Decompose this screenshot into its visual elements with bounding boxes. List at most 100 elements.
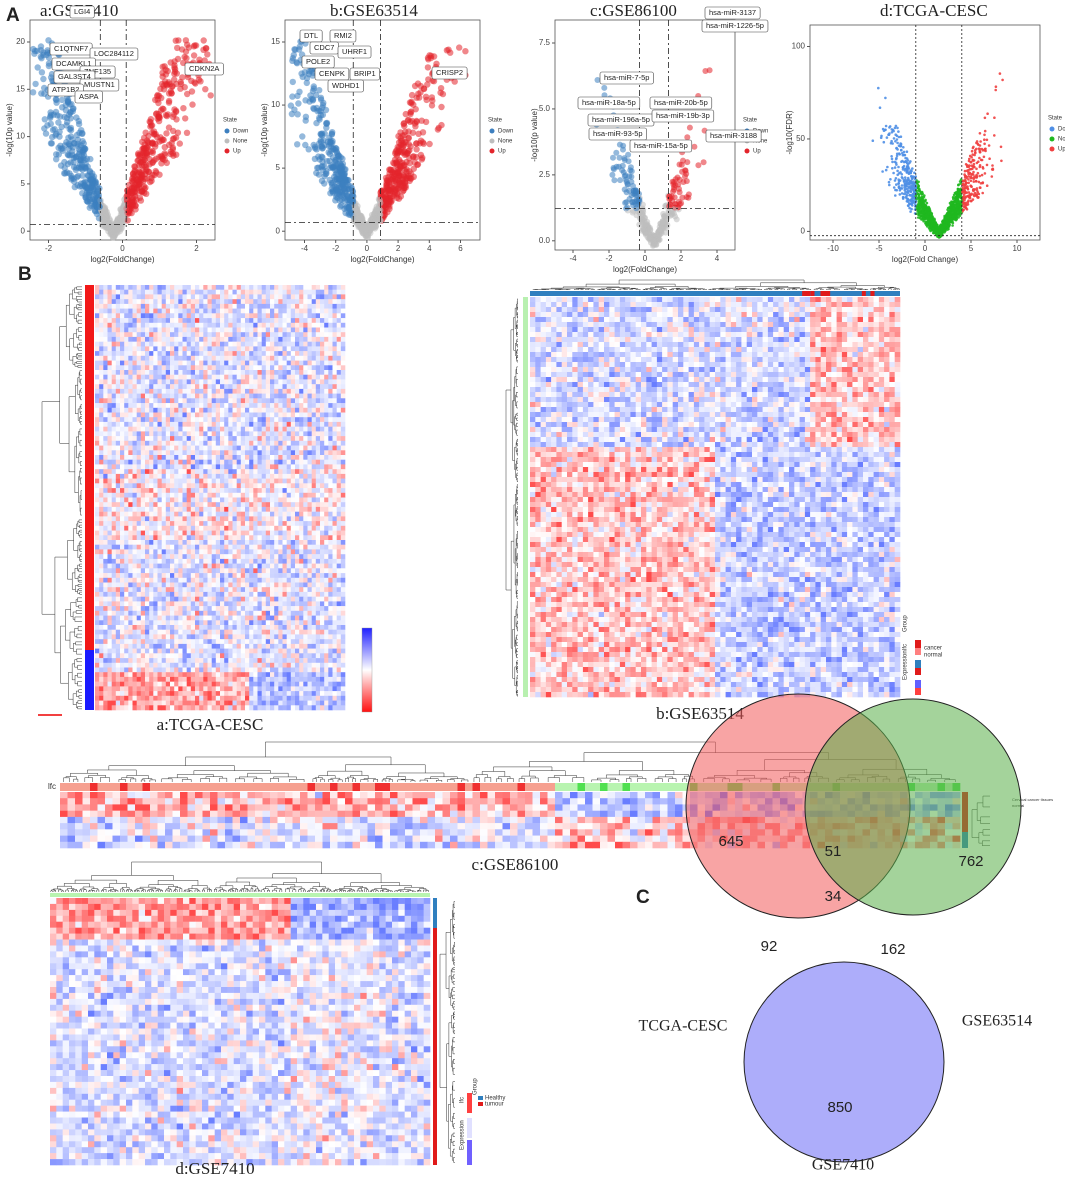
volcano-point — [176, 140, 183, 147]
volcano-point — [896, 173, 899, 177]
heatmap-cell — [245, 327, 250, 333]
heatmap-cell — [153, 374, 158, 380]
heatmap-cell — [149, 285, 154, 290]
heatmap-cell — [107, 285, 112, 290]
heatmap-cell — [290, 370, 296, 375]
heatmap-cell — [236, 308, 242, 314]
volcano-point — [641, 215, 648, 222]
volcano-point — [61, 158, 68, 166]
heatmap-cell — [153, 360, 158, 366]
volcano-point — [64, 96, 72, 104]
volcano-point — [896, 141, 899, 145]
heatmap-cell — [136, 365, 142, 371]
heatmap-cell — [290, 285, 296, 290]
volcano-point — [202, 86, 209, 93]
x-tick-label: -2 — [332, 244, 340, 253]
heatmap-cell — [99, 322, 104, 328]
volcano-point — [888, 183, 891, 187]
volcano-point — [909, 175, 913, 178]
heatmap-cell — [195, 351, 200, 357]
heatmap-cell — [274, 322, 279, 328]
volcano-point — [894, 124, 898, 128]
heatmap-cell — [307, 370, 312, 375]
volcano-point — [906, 164, 909, 168]
volcano-point — [899, 135, 903, 138]
volcano-point — [991, 167, 995, 171]
volcano-point — [891, 160, 894, 164]
gene-label: hsa-miR-93-5p — [593, 129, 643, 138]
heatmap-cell — [95, 374, 100, 380]
heatmap-cell — [161, 303, 167, 309]
heatmap-cell — [153, 346, 158, 352]
heatmap-cell — [295, 308, 300, 314]
volcano-point — [898, 193, 902, 196]
heatmap-cell — [215, 336, 221, 342]
x-tick-label: 10 — [1013, 244, 1022, 253]
heatmap-cell — [228, 285, 233, 290]
volcano-point — [963, 169, 967, 173]
heatmap-cell — [120, 322, 125, 328]
heatmap-cell — [132, 360, 137, 366]
heatmap-cell — [320, 294, 325, 300]
heatmap-cell — [215, 289, 221, 295]
heatmap-cell — [99, 341, 104, 347]
heatmap-cell — [328, 303, 333, 309]
heatmap-cell — [299, 299, 304, 305]
volcano-point — [929, 224, 933, 228]
heatmap-cell — [324, 322, 329, 328]
heatmap-cell — [132, 370, 137, 375]
heatmap-cell — [236, 341, 242, 347]
heatmap-cell — [249, 322, 254, 328]
heatmap-cell — [303, 294, 308, 300]
heatmap-cell — [103, 313, 108, 319]
volcano-point — [397, 193, 405, 200]
volcano-point — [37, 43, 45, 50]
heatmap-cell — [215, 332, 221, 338]
heatmap-cell — [157, 346, 162, 352]
heatmap-cell — [149, 299, 154, 305]
heatmap-cell — [324, 299, 329, 305]
heatmap-cell — [149, 294, 154, 300]
heatmap-cell — [170, 355, 175, 361]
heatmap-cell — [311, 360, 317, 366]
heatmap-cell — [207, 365, 212, 371]
heatmap-cell — [128, 285, 133, 290]
heatmap-cell — [99, 308, 104, 314]
volcano-point — [956, 196, 960, 200]
heatmap-cell — [265, 365, 271, 371]
heatmap-cell — [253, 294, 258, 300]
heatmap-cell — [328, 308, 333, 314]
volcano-point — [890, 131, 894, 134]
volcano-point — [901, 159, 904, 163]
heatmap-cell — [278, 346, 283, 352]
heatmap-cell — [174, 346, 179, 352]
heatmap-cell — [111, 322, 117, 328]
heatmap-cell — [132, 289, 137, 295]
heatmap-cell — [99, 370, 104, 375]
volcano-point — [333, 184, 340, 192]
heatmap-cell — [307, 289, 312, 295]
volcano-point — [58, 123, 65, 131]
heatmap-cell — [178, 346, 183, 352]
heatmap-cell — [174, 313, 179, 319]
volcano-point — [892, 137, 896, 140]
heatmap-cell — [186, 322, 192, 328]
volcano-point — [975, 167, 978, 171]
heatmap-cell — [111, 308, 117, 314]
heatmap-cell — [265, 313, 271, 319]
heatmap-cell — [270, 313, 275, 319]
heatmap-cell — [95, 318, 100, 324]
volcano-point — [675, 198, 682, 205]
heatmap-cell — [295, 313, 300, 319]
heatmap-cell — [203, 322, 208, 328]
heatmap-cell — [145, 299, 150, 305]
volcano-point — [633, 205, 640, 212]
heatmap-cell — [190, 313, 196, 319]
volcano-point — [881, 127, 885, 131]
volcano-point — [426, 52, 433, 59]
heatmap-cell — [140, 355, 146, 361]
heatmap-cell — [165, 308, 171, 314]
heatmap-cell — [111, 370, 117, 375]
heatmap-cell — [153, 336, 158, 342]
volcano-point — [66, 170, 73, 177]
